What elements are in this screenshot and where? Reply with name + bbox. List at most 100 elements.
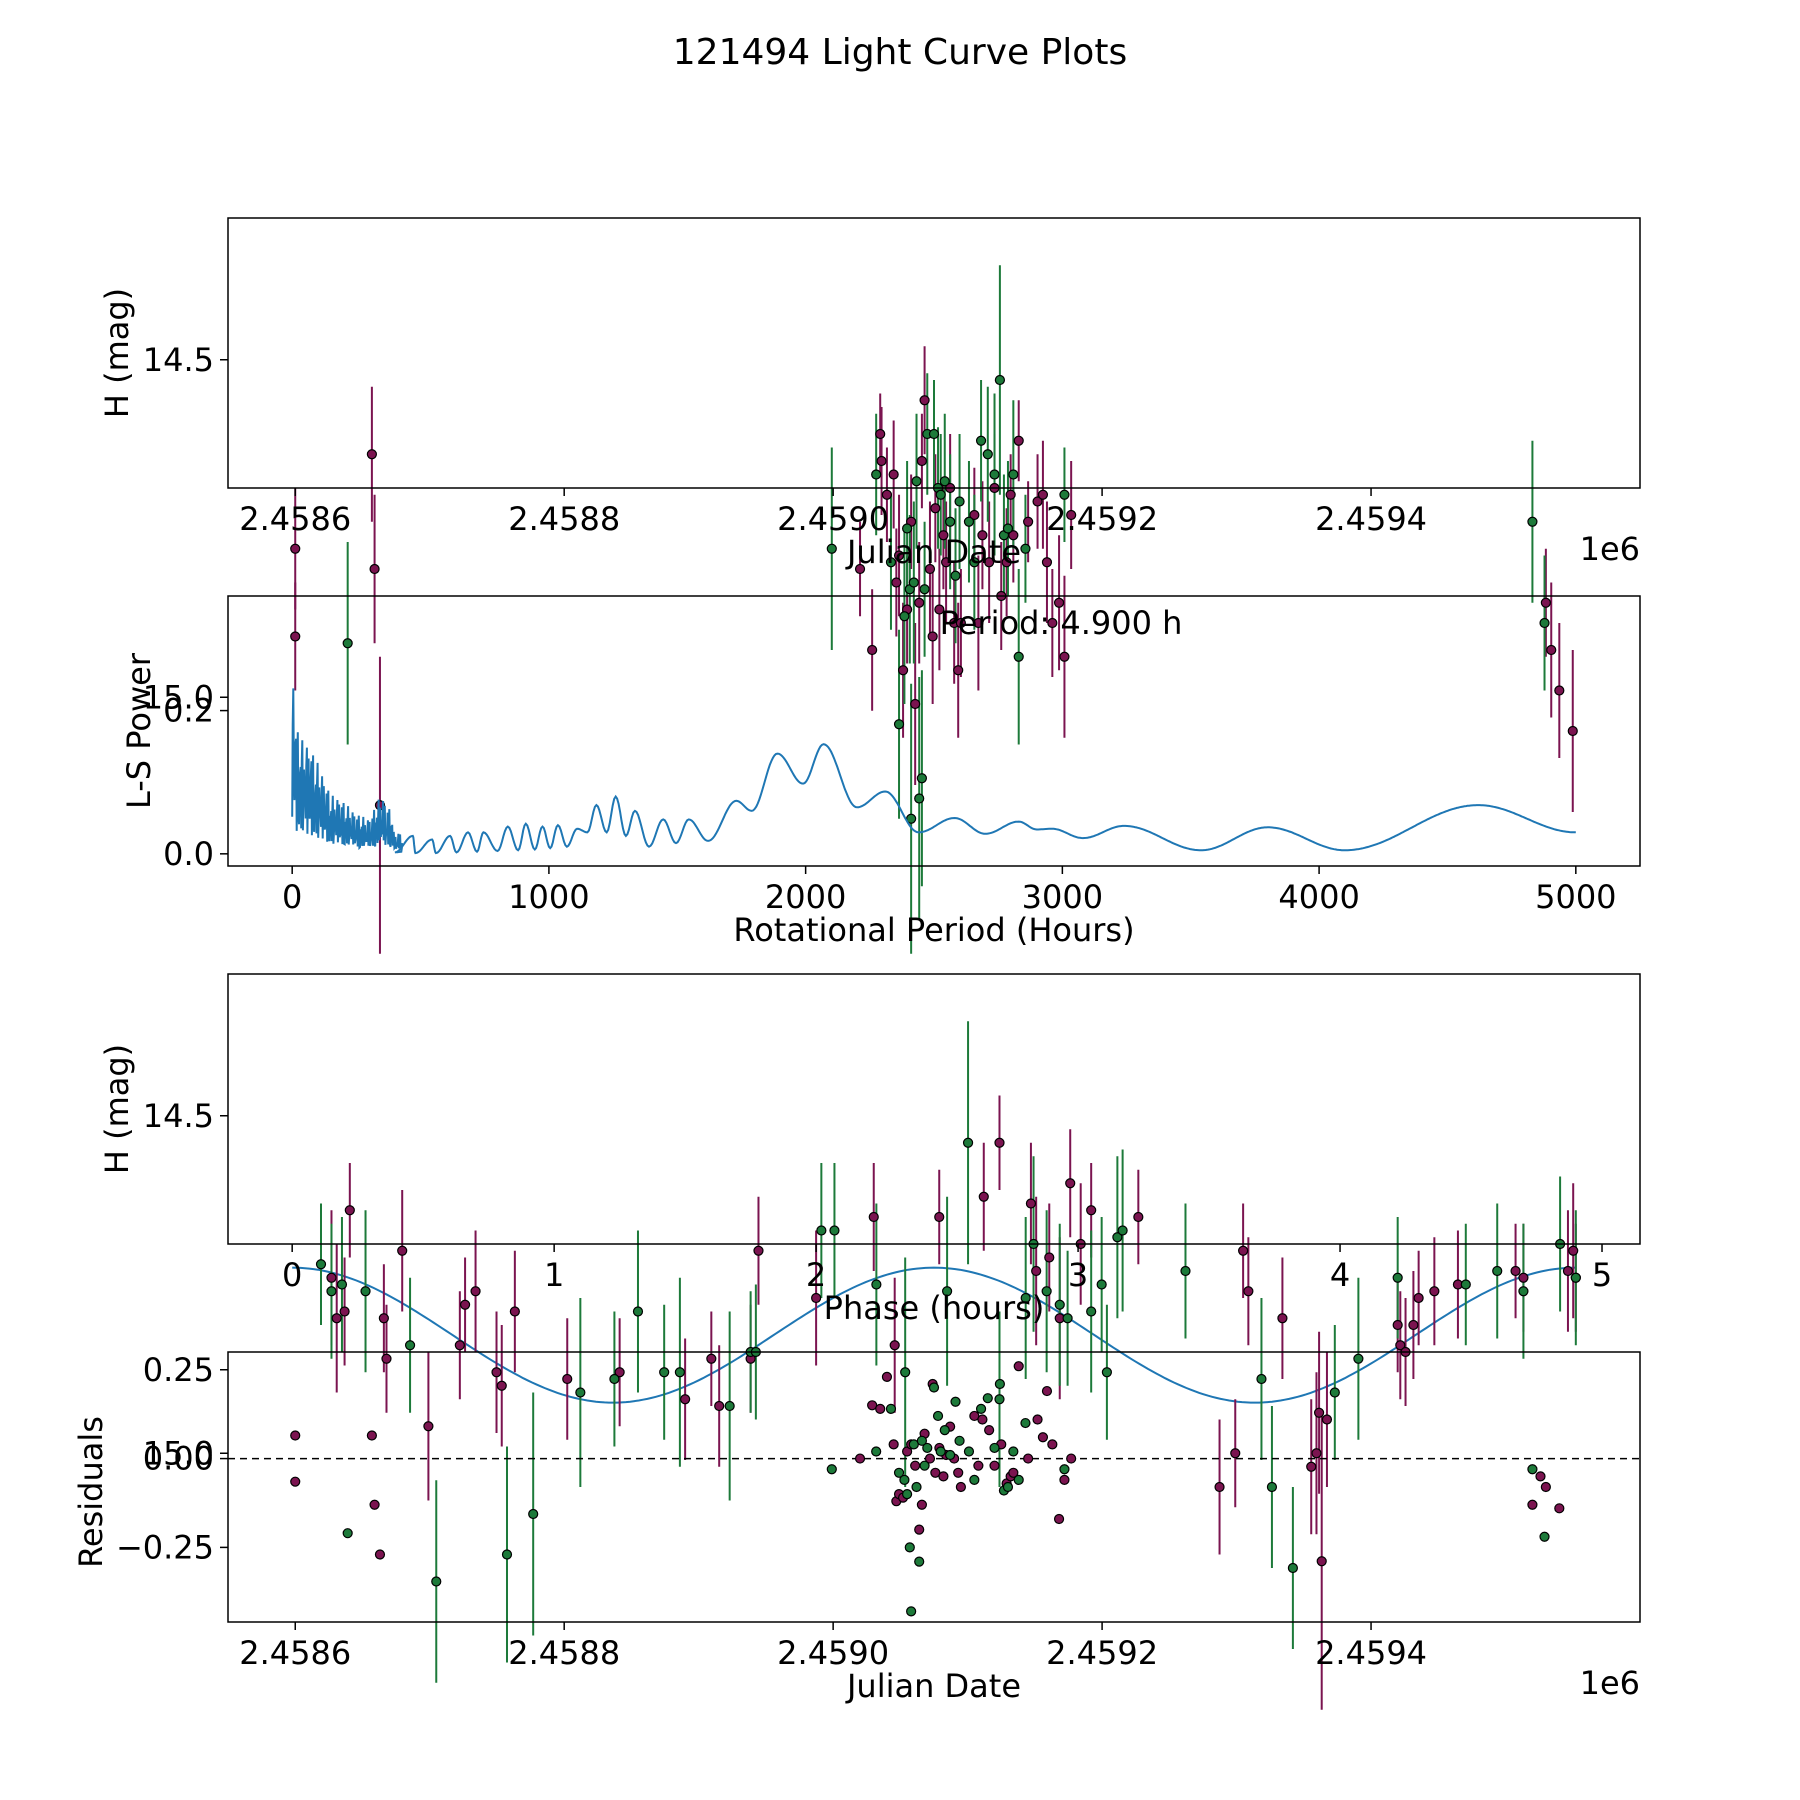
data-point-purple xyxy=(941,557,952,568)
panel-lightcurve-points xyxy=(290,374,1578,824)
data-point-green xyxy=(982,449,993,460)
data-point-green xyxy=(954,496,965,507)
data-point-purple xyxy=(1554,685,1565,696)
data-point-purple xyxy=(1025,1198,1037,1209)
y-tick-label: 0.2 xyxy=(163,692,214,730)
x-tick-label: 3 xyxy=(1068,1256,1088,1294)
data-point-green xyxy=(1059,489,1070,500)
y-tick-label: 15.0 xyxy=(143,678,214,716)
data-point-purple xyxy=(888,1439,899,1450)
data-point-green xyxy=(962,1137,974,1148)
data-point-purple xyxy=(1230,1448,1241,1459)
panel-periodogram-ylabel: L-S Power xyxy=(120,652,158,809)
data-point-purple xyxy=(1066,1453,1077,1464)
x-tick-label: 0 xyxy=(282,878,302,916)
data-point-purple xyxy=(1053,597,1065,608)
data-point-purple xyxy=(454,1340,465,1351)
data-point-purple xyxy=(1047,1439,1058,1450)
data-point-purple xyxy=(459,1299,471,1310)
data-point-purple xyxy=(875,428,886,440)
x-tick-label: 2.4590 xyxy=(777,500,889,538)
data-point-purple xyxy=(868,1211,879,1223)
data-point-green xyxy=(871,469,882,480)
data-point-green xyxy=(1329,1387,1340,1398)
x-tick-label: 2.4588 xyxy=(508,500,620,538)
data-point-green xyxy=(1101,1367,1112,1378)
data-point-purple xyxy=(1044,1252,1055,1263)
data-point-green xyxy=(1002,523,1014,534)
data-point-purple xyxy=(953,1467,964,1478)
x-tick-label: 2000 xyxy=(765,878,846,916)
y-tick-label: 0.00 xyxy=(143,1440,214,1478)
data-point-purple xyxy=(910,1460,921,1471)
data-point-green xyxy=(919,584,930,595)
data-point-purple xyxy=(1032,496,1043,507)
data-point-purple xyxy=(1214,1481,1225,1493)
data-point-purple xyxy=(1037,489,1049,500)
x-tick-label: 1 xyxy=(544,1256,564,1294)
data-point-purple xyxy=(1086,1205,1097,1216)
data-point-green xyxy=(994,1394,1005,1405)
data-point-purple xyxy=(916,1499,927,1510)
data-point-purple xyxy=(1032,1414,1043,1425)
panel-periodogram-frame xyxy=(227,595,1641,867)
data-point-purple xyxy=(1546,644,1557,656)
data-point-green xyxy=(994,374,1005,386)
data-point-purple xyxy=(378,1313,389,1324)
data-point-purple xyxy=(977,1414,988,1425)
data-point-purple xyxy=(470,1286,481,1297)
data-point-purple xyxy=(397,1245,408,1256)
data-point-purple xyxy=(978,1191,989,1202)
data-point-purple xyxy=(1540,597,1551,608)
data-point-green xyxy=(1002,1481,1014,1493)
data-point-purple xyxy=(1311,1448,1322,1459)
data-point-green xyxy=(935,489,946,500)
data-point-purple xyxy=(680,1394,691,1405)
data-point-green xyxy=(908,577,919,588)
figure-title: 121494 Light Curve Plots xyxy=(673,32,1127,73)
data-point-purple xyxy=(339,1306,350,1317)
data-point-green xyxy=(950,1396,961,1407)
data-point-purple xyxy=(509,1306,520,1317)
data-point-purple xyxy=(1047,617,1058,629)
data-point-purple xyxy=(1567,725,1578,737)
data-point-purple xyxy=(1023,516,1034,527)
data-point-purple xyxy=(924,563,936,575)
data-point-purple xyxy=(881,1371,893,1382)
data-point-green xyxy=(975,1403,987,1414)
data-point-purple xyxy=(955,617,966,629)
panel-residuals-xlabel: Julian Date xyxy=(845,1667,1021,1705)
y-tick-label: 0.0 xyxy=(163,835,214,873)
data-point-purple xyxy=(1065,1178,1076,1189)
data-point-green xyxy=(1013,651,1024,662)
panel-phased-ylabel: H (mag) xyxy=(98,1044,136,1174)
data-point-purple xyxy=(714,1400,725,1412)
y-tick-label: 14.5 xyxy=(143,341,214,379)
data-point-purple xyxy=(1013,435,1024,446)
data-point-green xyxy=(632,1306,644,1317)
panel-residuals-yticks: 0.25 0.00 −0.25 xyxy=(116,1351,228,1566)
data-point-purple xyxy=(875,1403,886,1414)
data-point-purple xyxy=(1395,1340,1406,1351)
data-point-green xyxy=(885,557,897,568)
data-point-purple xyxy=(381,1353,392,1364)
data-point-purple xyxy=(1005,489,1016,500)
data-point-green xyxy=(1096,1279,1107,1290)
data-point-green xyxy=(975,435,987,446)
data-point-green xyxy=(939,476,950,487)
data-point-purple xyxy=(927,631,938,642)
data-point-purple xyxy=(706,1353,717,1364)
data-point-green xyxy=(916,1435,927,1446)
data-point-purple xyxy=(366,449,377,460)
data-point-purple xyxy=(977,530,988,541)
panel-phased-xticks: 0 1 2 3 4 5 xyxy=(282,1244,1612,1294)
data-point-purple xyxy=(1013,1361,1024,1372)
data-point-green xyxy=(902,1489,913,1500)
data-point-purple xyxy=(1031,1265,1042,1277)
data-point-purple xyxy=(854,563,866,575)
data-point-purple xyxy=(973,1460,984,1471)
data-point-green xyxy=(336,1279,348,1290)
data-point-green xyxy=(326,1286,337,1297)
data-point-purple xyxy=(1053,1513,1065,1525)
data-point-purple xyxy=(1066,509,1077,521)
